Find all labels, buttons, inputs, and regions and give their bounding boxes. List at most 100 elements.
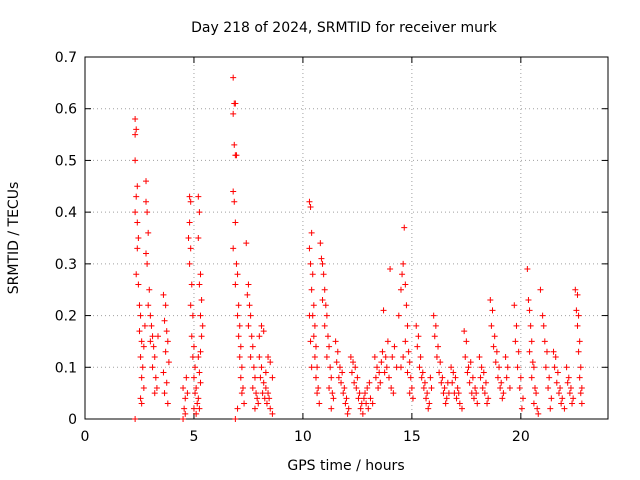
data-point xyxy=(467,359,474,366)
data-point xyxy=(496,364,503,371)
data-point xyxy=(243,240,250,247)
data-point xyxy=(436,369,443,376)
data-point xyxy=(267,405,274,412)
data-point xyxy=(563,364,570,371)
data-point xyxy=(186,219,193,226)
data-point xyxy=(238,390,245,397)
data-points xyxy=(132,74,585,422)
data-point xyxy=(262,369,269,376)
y-tick-label: 0.1 xyxy=(55,360,77,376)
data-point xyxy=(193,384,200,391)
data-point xyxy=(165,359,172,366)
data-point xyxy=(136,302,143,309)
data-point xyxy=(308,286,315,293)
data-point xyxy=(577,390,584,397)
data-point xyxy=(308,364,315,371)
data-point xyxy=(488,322,495,329)
data-point xyxy=(198,297,205,304)
data-point xyxy=(196,281,203,288)
data-point xyxy=(340,390,347,397)
data-point xyxy=(327,364,334,371)
data-point xyxy=(259,390,266,397)
data-point xyxy=(133,193,140,200)
data-point xyxy=(439,374,446,381)
data-point xyxy=(558,400,565,407)
data-point xyxy=(234,312,241,319)
data-point xyxy=(164,338,171,345)
data-point xyxy=(456,400,463,407)
x-tick-label: 15 xyxy=(403,429,421,445)
data-point xyxy=(251,374,258,381)
data-point xyxy=(497,384,504,391)
data-point xyxy=(189,353,196,360)
data-point xyxy=(151,390,158,397)
data-point xyxy=(265,353,272,360)
data-point xyxy=(320,271,327,278)
y-tick-label: 0.5 xyxy=(55,153,77,169)
data-point xyxy=(231,141,238,148)
data-point xyxy=(316,400,323,407)
data-point xyxy=(472,384,479,391)
data-point xyxy=(190,405,197,412)
data-point xyxy=(155,333,162,340)
data-point xyxy=(241,400,248,407)
data-point xyxy=(251,405,258,412)
data-point xyxy=(249,384,256,391)
data-point xyxy=(197,271,204,278)
data-point xyxy=(350,359,357,366)
data-point xyxy=(473,390,480,397)
data-point xyxy=(306,245,313,252)
data-point xyxy=(162,348,169,355)
data-point xyxy=(384,338,391,345)
data-point xyxy=(190,343,197,350)
data-point xyxy=(514,364,521,371)
data-point xyxy=(306,198,313,205)
data-point xyxy=(354,374,361,381)
data-point xyxy=(479,384,486,391)
chart-title: Day 218 of 2024, SRMTID for receiver mur… xyxy=(191,20,498,36)
data-point xyxy=(541,338,548,345)
data-point xyxy=(266,395,273,402)
data-point xyxy=(406,390,413,397)
data-point xyxy=(269,410,276,417)
data-point xyxy=(375,384,382,391)
data-point xyxy=(530,364,537,371)
data-point xyxy=(499,395,506,402)
data-point xyxy=(435,343,442,350)
data-point xyxy=(164,400,171,407)
data-point xyxy=(247,312,254,319)
data-point xyxy=(449,379,456,386)
data-point xyxy=(257,374,264,381)
data-point xyxy=(414,343,421,350)
data-point xyxy=(188,333,195,340)
data-point xyxy=(461,328,468,335)
data-point xyxy=(160,369,167,376)
data-point xyxy=(478,364,485,371)
data-point xyxy=(381,369,388,376)
data-point xyxy=(405,348,412,355)
data-point xyxy=(182,410,189,417)
data-point xyxy=(520,395,527,402)
data-point xyxy=(196,369,203,376)
data-point xyxy=(321,322,328,329)
data-point xyxy=(385,374,392,381)
data-point xyxy=(555,390,562,397)
data-point xyxy=(138,338,145,345)
data-point xyxy=(500,390,507,397)
data-point xyxy=(525,297,532,304)
data-point xyxy=(260,379,267,386)
data-point xyxy=(569,400,576,407)
plot-frame xyxy=(84,56,609,420)
data-point xyxy=(330,395,337,402)
data-point xyxy=(542,364,549,371)
data-point xyxy=(408,384,415,391)
data-point xyxy=(186,193,193,200)
data-point xyxy=(572,286,579,293)
data-point xyxy=(377,379,384,386)
data-point xyxy=(235,302,242,309)
data-point xyxy=(309,271,316,278)
data-point xyxy=(515,348,522,355)
data-point xyxy=(469,374,476,381)
data-point xyxy=(135,235,142,241)
data-point xyxy=(526,307,533,314)
